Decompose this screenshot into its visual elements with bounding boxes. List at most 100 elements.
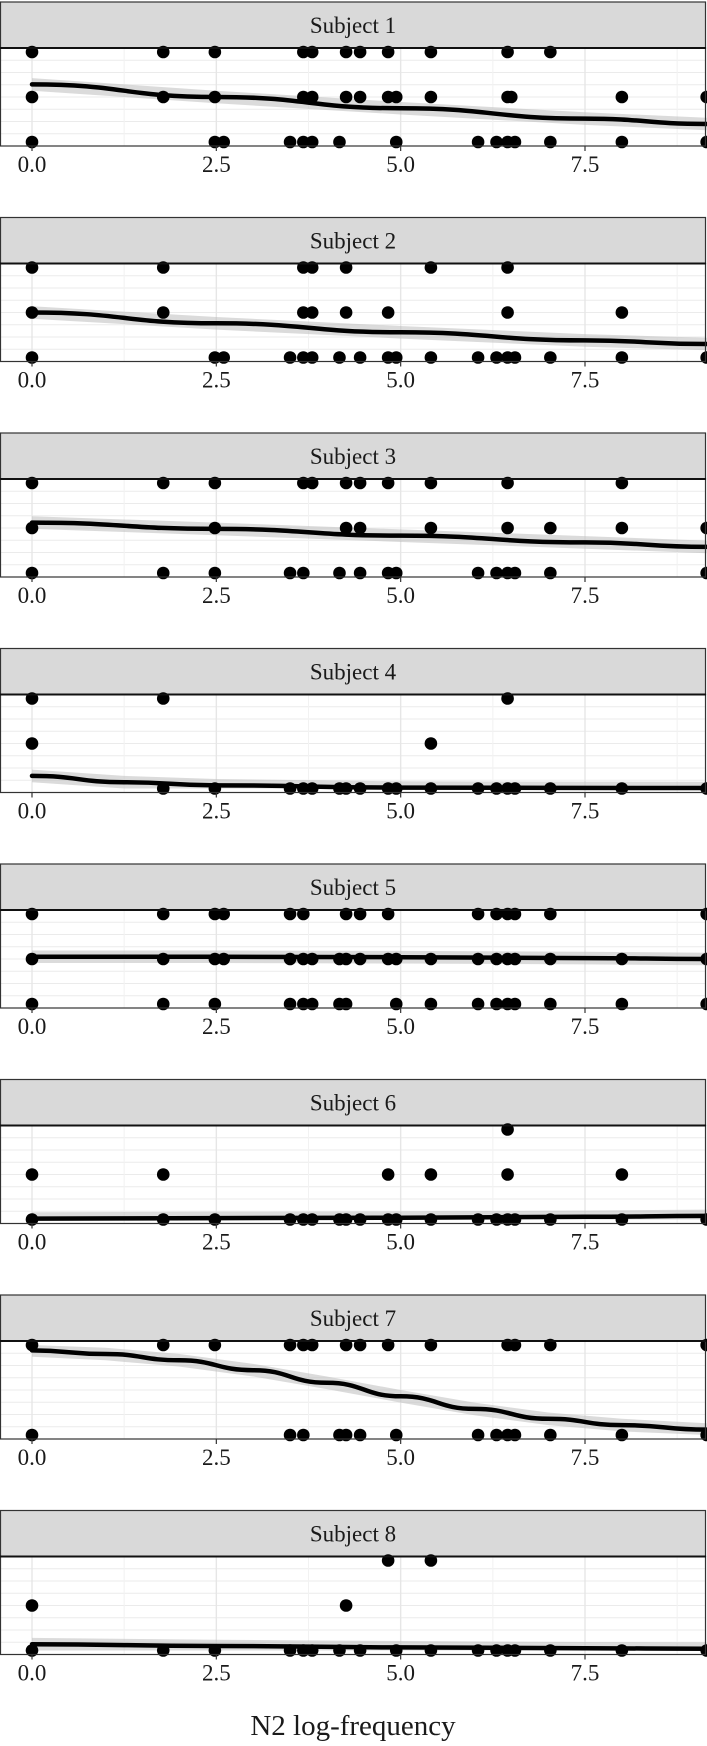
- x-tick-label: 5.0: [386, 1661, 415, 1686]
- facet-strip-title: Subject 6: [310, 1091, 396, 1116]
- x-tick-label: 0.0: [18, 152, 47, 177]
- data-point: [490, 997, 503, 1011]
- data-point: [297, 1428, 310, 1442]
- data-point: [389, 135, 403, 149]
- data-point: [339, 997, 353, 1011]
- data-point: [305, 306, 319, 319]
- facet-panel: Subject 6 0.0 2.5 5.0 7.5: [0, 1078, 707, 1255]
- x-tick-label: 0.0: [18, 799, 47, 824]
- data-point: [297, 997, 310, 1011]
- facet-panel: Subject 4 0.0 2.5 5.0 7.5: [0, 647, 707, 824]
- data-point: [283, 997, 297, 1011]
- fit-line: [29, 520, 707, 550]
- facet-panel: Subject 8 0.0 2.5 5.0 7.5: [0, 1509, 707, 1686]
- data-point: [339, 1428, 353, 1442]
- data-point: [508, 566, 522, 580]
- data-point: [544, 521, 557, 535]
- data-point: [381, 306, 395, 319]
- facet-strip-title: Subject 2: [310, 229, 396, 254]
- data-point: [339, 1599, 353, 1612]
- data-point: [297, 135, 310, 149]
- x-tick-label: 5.0: [386, 1230, 415, 1255]
- data-point: [25, 1644, 39, 1657]
- data-point: [25, 135, 39, 149]
- data-point: [25, 737, 39, 750]
- facet-strip: [0, 1078, 707, 1127]
- data-point: [333, 566, 346, 580]
- data-point: [424, 997, 438, 1011]
- data-point: [424, 521, 438, 535]
- data-point: [333, 351, 346, 364]
- facet-strip-title: Subject 5: [310, 875, 396, 900]
- data-point: [544, 566, 557, 580]
- x-tick-label: 7.5: [571, 583, 600, 608]
- x-tick-label: 0.0: [18, 1445, 47, 1470]
- data-point: [297, 566, 310, 580]
- data-point: [208, 351, 222, 364]
- data-point: [490, 566, 503, 580]
- data-point: [389, 351, 403, 364]
- data-point: [283, 135, 297, 149]
- data-point: [25, 566, 39, 580]
- x-tick-label: 7.5: [571, 1445, 600, 1470]
- data-point: [471, 351, 485, 364]
- facet-panel: Subject 3 0.0 2.5 5.0 7.5: [0, 432, 707, 608]
- data-point: [471, 997, 485, 1011]
- data-point: [615, 521, 629, 535]
- data-point: [615, 997, 629, 1011]
- data-point: [25, 1428, 39, 1442]
- facet-strip: [0, 216, 707, 265]
- x-tick-label: 5.0: [386, 368, 415, 393]
- x-tick-label: 5.0: [386, 152, 415, 177]
- data-point: [353, 521, 367, 535]
- data-point: [25, 90, 39, 104]
- data-point: [25, 1168, 39, 1181]
- data-point: [471, 566, 485, 580]
- x-tick-label: 7.5: [571, 1014, 600, 1039]
- facet-strip: [0, 647, 707, 696]
- data-point: [508, 351, 522, 364]
- data-point: [615, 306, 629, 319]
- data-point: [389, 997, 403, 1011]
- fit-line: [29, 773, 707, 791]
- data-point: [297, 306, 310, 319]
- x-axis-title: N2 log-frequency: [250, 1710, 456, 1742]
- x-tick-label: 2.5: [202, 1445, 231, 1470]
- x-tick-label: 7.5: [571, 1661, 600, 1686]
- facet-panel: Subject 2 0.0 2.5 5.0 7.5: [0, 216, 707, 393]
- data-point: [544, 1428, 557, 1442]
- data-point: [217, 135, 231, 149]
- x-tick-label: 7.5: [571, 799, 600, 824]
- data-point: [508, 135, 522, 149]
- facet-strip: [0, 1294, 707, 1342]
- facet-strip: [0, 432, 707, 480]
- fit-line: [29, 310, 707, 347]
- data-point: [283, 566, 297, 580]
- x-tick-label: 7.5: [571, 1230, 600, 1255]
- x-tick-label: 2.5: [202, 583, 231, 608]
- x-tick-label: 0.0: [18, 368, 47, 393]
- data-point: [501, 306, 514, 319]
- facet-strip-title: Subject 4: [310, 660, 397, 685]
- data-point: [389, 90, 403, 104]
- x-tick-label: 2.5: [202, 1230, 231, 1255]
- fit-line: [29, 1348, 707, 1432]
- facet-strip: [0, 1509, 707, 1558]
- data-point: [25, 1599, 39, 1612]
- data-point: [25, 351, 39, 364]
- facet-strip-title: Subject 8: [310, 1522, 396, 1547]
- data-point: [615, 1428, 629, 1442]
- data-point: [508, 997, 522, 1011]
- fit-line: [29, 954, 707, 962]
- data-point: [490, 351, 503, 364]
- data-point: [501, 1168, 514, 1181]
- facet-panel: Subject 5 0.0 2.5 5.0 7.5: [0, 863, 707, 1039]
- data-point: [615, 1168, 629, 1181]
- x-tick-label: 2.5: [202, 152, 231, 177]
- x-tick-label: 0.0: [18, 1014, 47, 1039]
- data-point: [156, 1168, 170, 1181]
- data-point: [156, 566, 170, 580]
- data-point: [424, 90, 438, 104]
- data-point: [339, 306, 353, 319]
- data-point: [208, 566, 222, 580]
